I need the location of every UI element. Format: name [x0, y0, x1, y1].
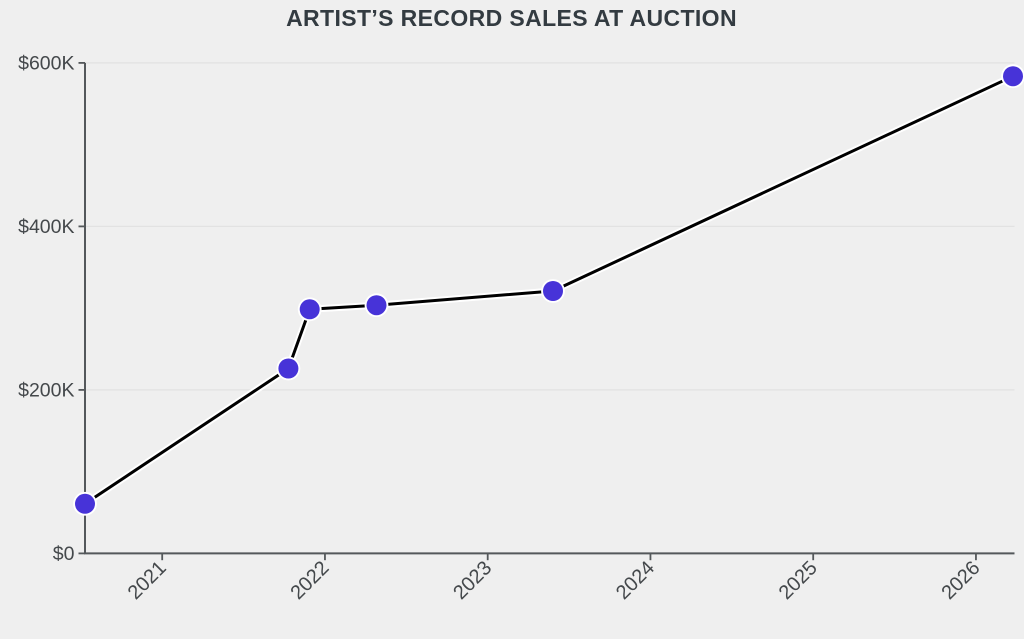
svg-text:ARTIST’S RECORD SALES AT AUCTI: ARTIST’S RECORD SALES AT AUCTION: [286, 5, 737, 31]
svg-text:$200K: $200K: [18, 379, 74, 401]
svg-text:$600K: $600K: [18, 52, 74, 74]
svg-text:$400K: $400K: [18, 216, 74, 238]
svg-text:$0: $0: [53, 543, 75, 565]
